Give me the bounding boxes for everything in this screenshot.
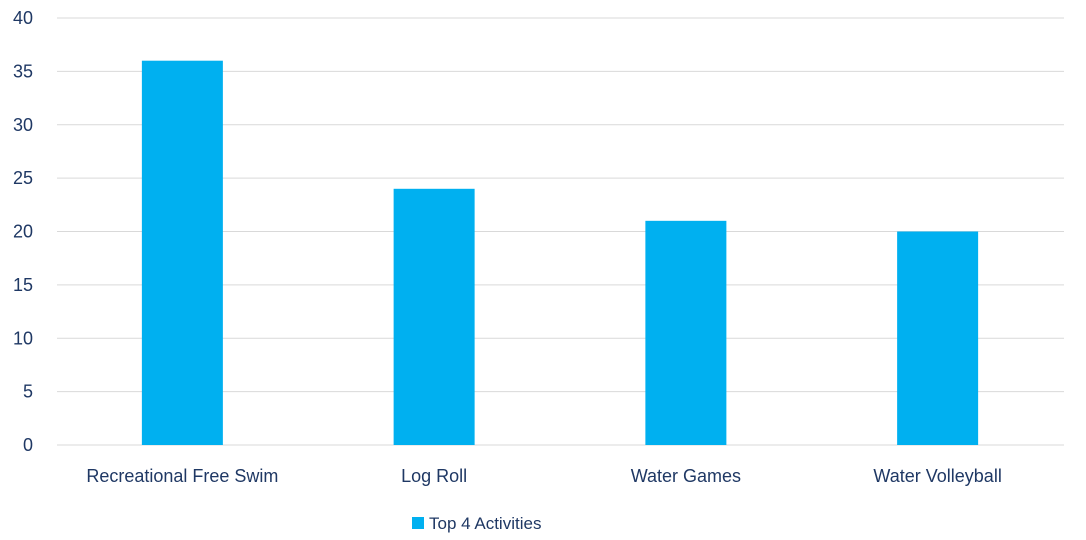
bar	[393, 188, 475, 446]
y-tick-label: 5	[23, 382, 33, 402]
bar	[645, 220, 727, 445]
y-tick-label: 35	[13, 61, 33, 81]
y-tick-label: 40	[13, 8, 33, 28]
y-tick-label: 25	[13, 168, 33, 188]
y-tick-label: 10	[13, 328, 33, 348]
bars	[141, 60, 979, 446]
legend-swatch	[412, 517, 424, 529]
x-tick-label: Recreational Free Swim	[86, 466, 278, 486]
y-tick-label: 20	[13, 222, 33, 242]
x-tick-label: Water Games	[631, 466, 741, 486]
y-tick-label: 0	[23, 435, 33, 455]
x-tick-label: Log Roll	[401, 466, 467, 486]
y-tick-label: 15	[13, 275, 33, 295]
bar	[897, 231, 979, 445]
bar	[141, 60, 223, 445]
legend-label: Top 4 Activities	[429, 514, 541, 533]
x-axis-ticks: Recreational Free Swim Log Roll Water Game…	[86, 466, 1001, 486]
y-axis-ticks: 0 5 10 15 20 25 30 35 40	[13, 8, 33, 455]
legend: Top 4 Activities	[412, 514, 541, 533]
y-tick-label: 30	[13, 115, 33, 135]
x-tick-label: Water Volleyball	[873, 466, 1001, 486]
gridlines	[57, 17, 1064, 446]
